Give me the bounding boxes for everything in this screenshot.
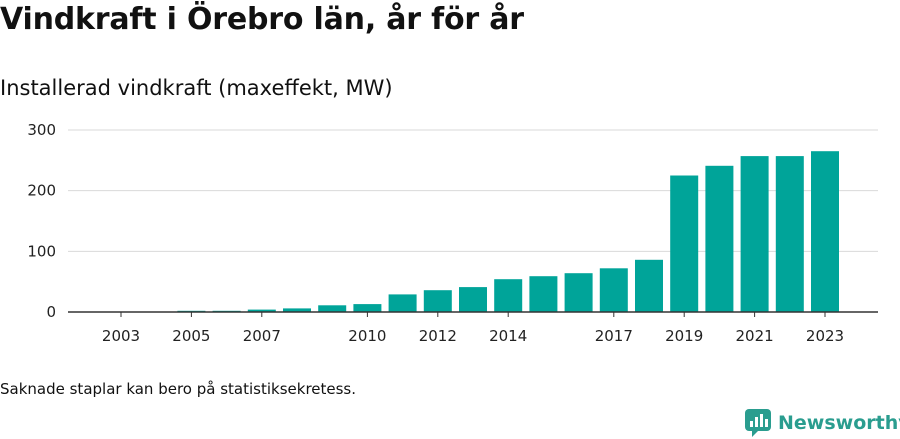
y-tick-labels: 0 100 200 300 <box>27 121 56 321</box>
bars <box>177 151 839 312</box>
bar-2014 <box>494 279 523 312</box>
y-tick-label: 200 <box>27 182 56 200</box>
x-tick-label: 2019 <box>665 327 703 345</box>
x-tick-label: 2003 <box>102 327 140 345</box>
bar-2023 <box>811 151 839 312</box>
bar-2015 <box>529 276 558 312</box>
bar-2019 <box>670 175 699 312</box>
y-tick-label: 0 <box>46 303 56 321</box>
x-tick-labels: 2003 2005 2007 2010 2012 2014 2017 2019 2021 2023 <box>102 312 844 345</box>
x-tick-label: 2010 <box>348 327 386 345</box>
footnote: Saknade staplar kan bero på statistiksek… <box>0 380 357 398</box>
brand-name: Newsworthy <box>778 412 900 434</box>
chart-subtitle: Installerad vindkraft (maxeffekt, MW) <box>0 76 393 100</box>
bar-2008 <box>283 308 311 312</box>
x-tick-label: 2017 <box>595 327 633 345</box>
bar-2013 <box>459 287 487 312</box>
bar-2010 <box>353 304 382 312</box>
bar-2009 <box>318 305 347 312</box>
y-tick-label: 100 <box>27 242 56 260</box>
bar-2011 <box>388 294 417 312</box>
bar-2016 <box>564 273 593 312</box>
bar-2018 <box>635 259 663 312</box>
bar-2022 <box>775 156 804 312</box>
y-tick-label: 300 <box>27 121 56 139</box>
x-tick-label: 2021 <box>736 327 774 345</box>
x-tick-label: 2012 <box>419 327 457 345</box>
bar-2020 <box>705 165 734 312</box>
brand-logo: Newsworthy <box>744 408 900 438</box>
bar-2007 <box>247 309 276 312</box>
x-tick-label: 2023 <box>806 327 844 345</box>
x-tick-label: 2007 <box>243 327 281 345</box>
x-tick-label: 2005 <box>172 327 210 345</box>
bar-2012 <box>423 290 452 312</box>
bar-2021 <box>740 156 769 312</box>
x-tick-label: 2014 <box>489 327 527 345</box>
chart-title: Vindkraft i Örebro län, år för år <box>0 2 524 37</box>
newsworthy-logo-icon <box>745 409 771 437</box>
bar-2017 <box>599 268 628 312</box>
